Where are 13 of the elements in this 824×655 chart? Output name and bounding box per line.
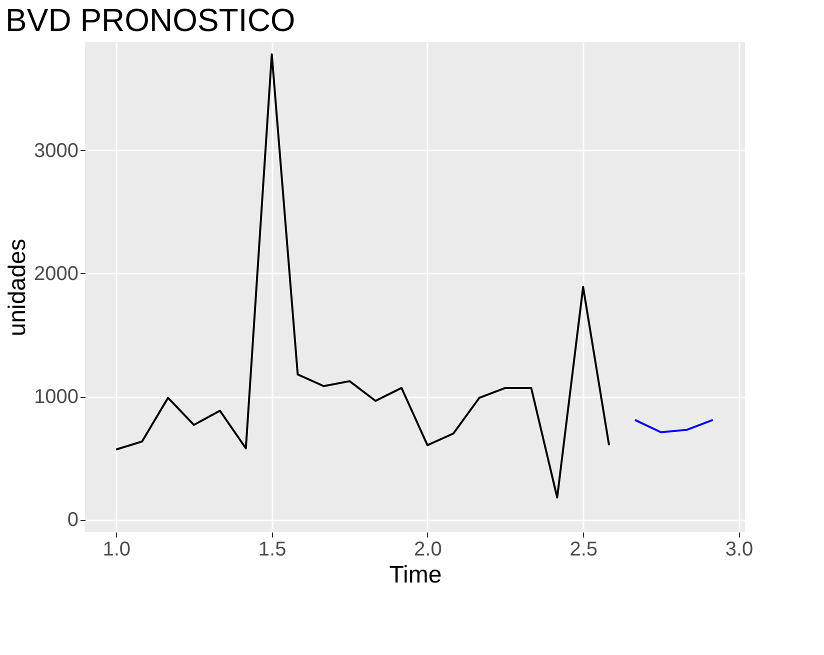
y-tick-label: 2000: [34, 262, 78, 285]
chart-title: BVD PRONOSTICO: [6, 2, 296, 38]
x-tick-label: 1.0: [102, 538, 131, 560]
x-tick-label: 2.5: [570, 538, 598, 560]
y-tick-label: 3000: [34, 140, 78, 162]
line-series: [115, 53, 610, 499]
x-tick-label: 2.0: [414, 538, 442, 560]
x-axis-title: Time: [389, 562, 442, 588]
y-axis-title: unidades: [4, 238, 32, 336]
x-tick-label: 3.0: [725, 538, 754, 560]
y-tick-label: 0: [67, 509, 78, 532]
y-tick-label: 1000: [34, 386, 78, 408]
x-tick-label: 1.5: [258, 538, 286, 560]
